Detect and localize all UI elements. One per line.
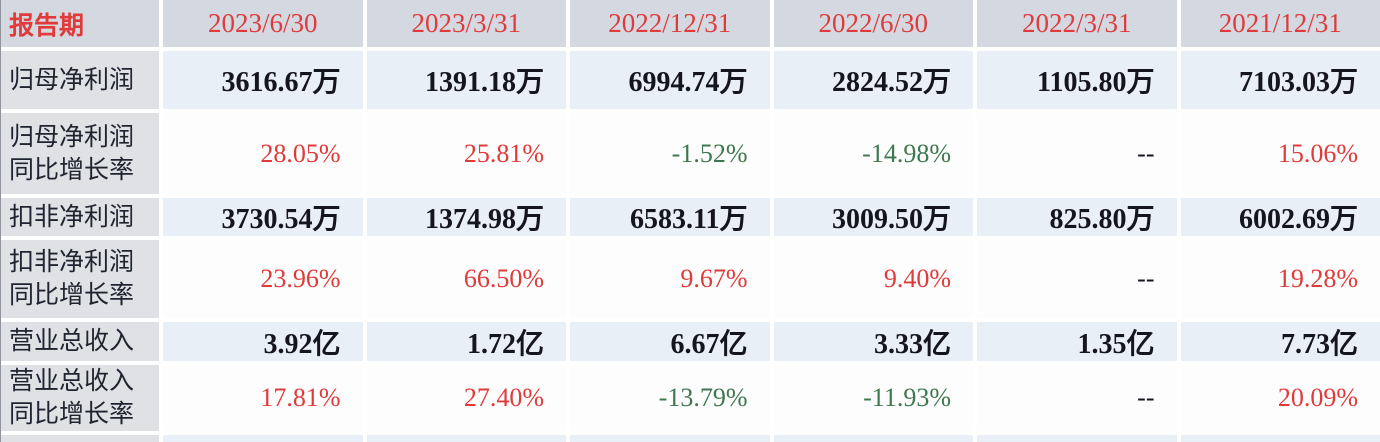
cell-value: 6002.69万 <box>1180 198 1380 236</box>
cell-pct: -1.52% <box>570 113 770 194</box>
partial-row-cell <box>773 435 973 442</box>
row-label: 归母净利润 同比增长率 <box>1 113 159 194</box>
cell-value: 3009.50万 <box>773 198 973 236</box>
partial-row-cell <box>366 435 566 442</box>
header-date: 2022/3/31 <box>977 0 1177 47</box>
cell-value: 2824.52万 <box>773 51 973 109</box>
cell-value: 6583.11万 <box>570 198 770 236</box>
cell-value: 1.35亿 <box>977 322 1177 361</box>
cell-value: 3.33亿 <box>773 322 973 361</box>
row-label: 归母净利润 <box>1 51 159 109</box>
header-date: 2023/3/31 <box>366 0 566 47</box>
cell-value: 1.72亿 <box>366 322 566 361</box>
cell-pct: 9.67% <box>570 240 770 318</box>
partial-row-cell <box>570 435 770 442</box>
cell-pct: 23.96% <box>163 240 363 318</box>
header-date: 2023/6/30 <box>163 0 363 47</box>
cell-pct: 25.81% <box>366 113 566 194</box>
row-label: 扣非净利润 同比增长率 <box>1 240 159 318</box>
partial-row-cell <box>163 435 363 442</box>
cell-value: 6994.74万 <box>570 51 770 109</box>
cell-value: 825.80万 <box>977 198 1177 236</box>
cell-pct: 19.28% <box>1180 240 1380 318</box>
cell-pct: -- <box>977 365 1177 431</box>
header-date: 2022/12/31 <box>570 0 770 47</box>
cell-pct: 28.05% <box>163 113 363 194</box>
cell-value: 1374.98万 <box>366 198 566 236</box>
cell-value: 3.92亿 <box>163 322 363 361</box>
partial-row-cell <box>977 435 1177 442</box>
cell-pct: -- <box>977 113 1177 194</box>
cell-pct: -13.79% <box>570 365 770 431</box>
cell-pct: 15.06% <box>1180 113 1380 194</box>
cell-value: 7103.03万 <box>1180 51 1380 109</box>
cell-value: 3616.67万 <box>163 51 363 109</box>
header-date: 2022/6/30 <box>773 0 973 47</box>
cell-pct: -11.93% <box>773 365 973 431</box>
cell-value: 1391.18万 <box>366 51 566 109</box>
header-date: 2021/12/31 <box>1180 0 1380 47</box>
report-period-header-label: 报告期 <box>1 0 159 47</box>
cell-value: 3730.54万 <box>163 198 363 236</box>
row-label: 扣非净利润 <box>1 198 159 236</box>
cell-pct: 17.81% <box>163 365 363 431</box>
partial-row-cell <box>1180 435 1380 442</box>
cell-pct: 20.09% <box>1180 365 1380 431</box>
cell-value: 1105.80万 <box>977 51 1177 109</box>
cell-value: 6.67亿 <box>570 322 770 361</box>
partial-row-label <box>1 435 159 442</box>
cell-pct: -14.98% <box>773 113 973 194</box>
cell-pct: 9.40% <box>773 240 973 318</box>
cell-pct: -- <box>977 240 1177 318</box>
cell-value: 7.73亿 <box>1180 322 1380 361</box>
cell-pct: 66.50% <box>366 240 566 318</box>
row-label: 营业总收入 同比增长率 <box>1 365 159 431</box>
cell-pct: 27.40% <box>366 365 566 431</box>
row-label: 营业总收入 <box>1 322 159 361</box>
